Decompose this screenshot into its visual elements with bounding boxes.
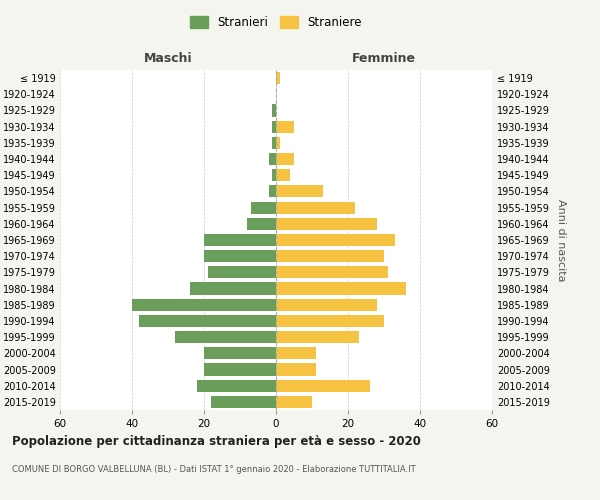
Text: Maschi: Maschi [143,52,193,65]
Bar [276,380,370,392]
Bar [272,137,276,149]
Legend: Stranieri, Straniere: Stranieri, Straniere [185,11,367,34]
Bar [276,298,377,311]
Bar [276,396,312,408]
Bar [272,120,276,132]
Bar [247,218,276,230]
Bar [276,218,377,230]
Text: Popolazione per cittadinanza straniera per età e sesso - 2020: Popolazione per cittadinanza straniera p… [12,435,421,448]
Bar [276,282,406,294]
Bar [269,153,276,165]
Bar [272,169,276,181]
Bar [276,202,355,213]
Text: Femmine: Femmine [352,52,416,65]
Bar [276,169,290,181]
Bar [276,72,280,84]
Bar [269,186,276,198]
Bar [276,266,388,278]
Bar [208,266,276,278]
Text: COMUNE DI BORGO VALBELLUNA (BL) - Dati ISTAT 1° gennaio 2020 - Elaborazione TUTT: COMUNE DI BORGO VALBELLUNA (BL) - Dati I… [12,465,416,474]
Bar [276,315,384,327]
Bar [276,364,316,376]
Bar [204,364,276,376]
Bar [276,120,294,132]
Bar [276,250,384,262]
Bar [132,298,276,311]
Bar [204,250,276,262]
Bar [276,153,294,165]
Bar [204,348,276,360]
Bar [197,380,276,392]
Bar [276,234,395,246]
Y-axis label: Anni di nascita: Anni di nascita [556,198,566,281]
Bar [251,202,276,213]
Bar [204,234,276,246]
Bar [211,396,276,408]
Bar [272,104,276,117]
Bar [175,331,276,343]
Bar [139,315,276,327]
Bar [276,137,280,149]
Bar [276,331,359,343]
Bar [276,186,323,198]
Bar [190,282,276,294]
Bar [276,348,316,360]
